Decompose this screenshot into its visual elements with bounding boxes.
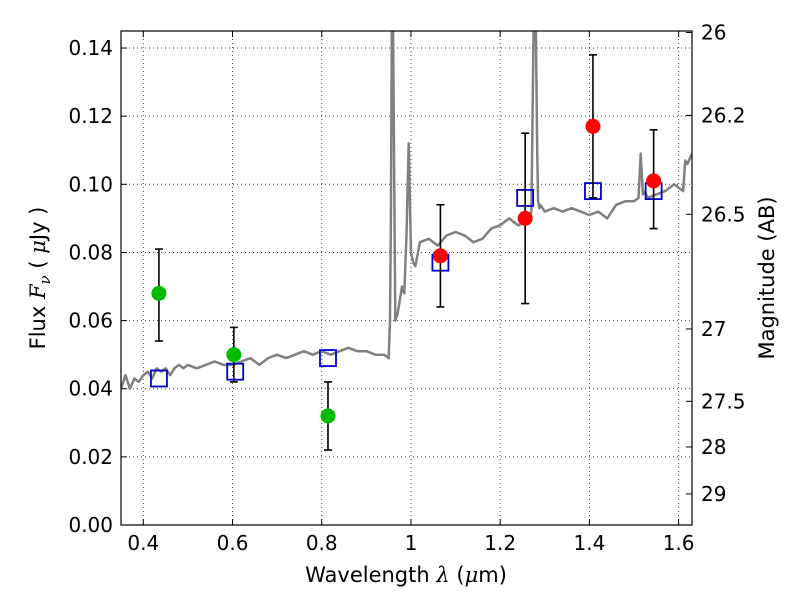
- y2-tick-label: 26.2: [701, 103, 746, 127]
- data-markers: [150, 54, 663, 451]
- nir-photometry-point: [646, 173, 662, 189]
- y2-axis-label: Magnitude (AB): [755, 196, 779, 359]
- y-tick-label: 0.00: [68, 513, 113, 537]
- x-tick-label: 1: [405, 531, 418, 555]
- y-tick-label: 0.12: [68, 104, 113, 128]
- y-tick-label: 0.08: [68, 240, 113, 264]
- y-tick-label: 0.10: [68, 172, 113, 196]
- optical-photometry-point: [320, 408, 336, 424]
- x-tick-label: 1.6: [663, 531, 695, 555]
- y2-tick-label: 28: [701, 435, 726, 459]
- x-tick-label: 1.2: [484, 531, 516, 555]
- y-tick-label: 0.04: [68, 377, 113, 401]
- axis-ticks: 0.4 0.6 0.8 1 1.2 1.4 1.6 0.00 0.02 0.04 0.06 0.08 0…: [68, 21, 745, 555]
- y2-tick-label: 26: [701, 21, 726, 45]
- nir-photometry-point: [432, 248, 448, 264]
- y2-tick-label: 27: [701, 317, 726, 341]
- x-tick-label: 0.6: [217, 531, 249, 555]
- x-tick-label: 0.4: [127, 531, 159, 555]
- y-tick-label: 0.06: [68, 309, 113, 333]
- y2-tick-label: 29: [701, 482, 726, 506]
- model-spectrum-line: [121, 31, 692, 390]
- y-tick-label: 0.14: [68, 36, 113, 60]
- x-axis-label: Wavelength λ (μm): [305, 563, 507, 587]
- optical-photometry-point: [151, 285, 167, 301]
- y-tick-label: 0.02: [68, 445, 113, 469]
- nir-photometry-point: [517, 210, 533, 226]
- nir-photometry-point: [585, 118, 601, 134]
- synthetic-photometry-square: [150, 369, 168, 388]
- x-tick-label: 0.8: [306, 531, 338, 555]
- model-spectrum: [121, 31, 692, 390]
- x-tick-label: 1.4: [573, 531, 605, 555]
- plot-frame: [120, 30, 693, 526]
- y-axis-label: Flux Fν ( μJy ): [26, 207, 54, 350]
- y2-tick-label: 26.5: [701, 202, 746, 226]
- y2-tick-label: 27.5: [701, 389, 746, 413]
- synthetic-photometry-square: [226, 362, 245, 381]
- optical-photometry-point: [226, 347, 242, 363]
- synthetic-photometry-square: [319, 349, 337, 367]
